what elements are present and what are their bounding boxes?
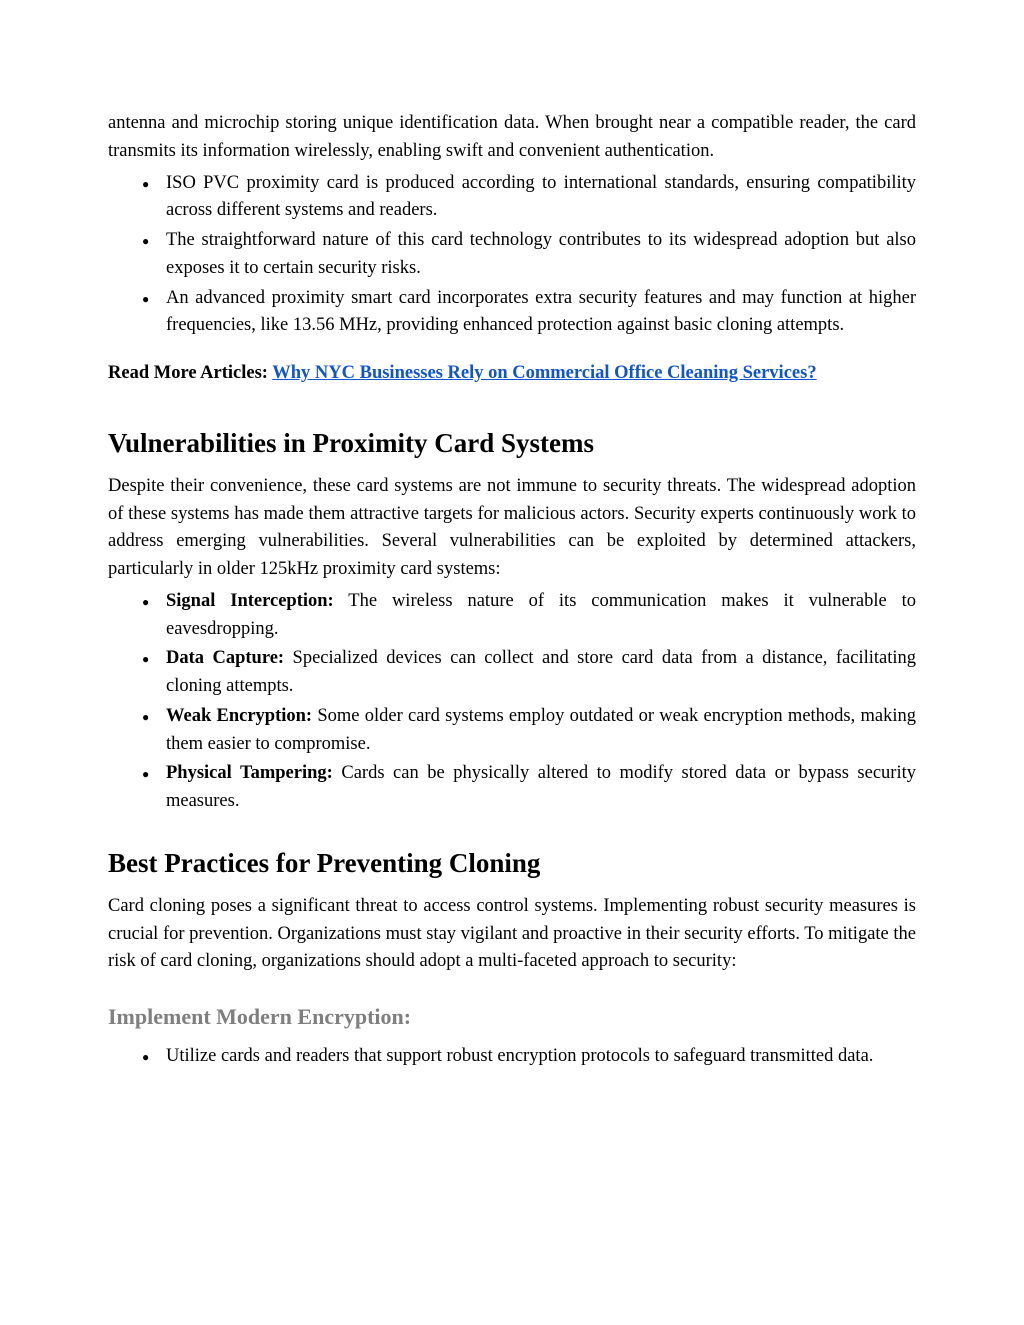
best-practices-paragraph: Card cloning poses a significant threat … (108, 893, 916, 976)
list-item: Physical Tampering: Cards can be physica… (166, 760, 916, 816)
vulnerabilities-paragraph: Despite their convenience, these card sy… (108, 473, 916, 584)
list-item: Weak Encryption: Some older card systems… (166, 703, 916, 759)
list-item: ISO PVC proximity card is produced accor… (166, 170, 916, 226)
intro-bullet-list: ISO PVC proximity card is produced accor… (108, 170, 916, 341)
list-item: The straightforward nature of this card … (166, 227, 916, 283)
vuln-label: Physical Tampering: (166, 763, 333, 783)
list-item: Data Capture: Specialized devices can co… (166, 645, 916, 701)
read-more-link[interactable]: Why NYC Businesses Rely on Commercial Of… (272, 363, 816, 383)
list-item: An advanced proximity smart card incorpo… (166, 285, 916, 341)
vuln-label: Signal Interception: (166, 591, 334, 611)
vuln-label: Weak Encryption: (166, 706, 312, 726)
encryption-subheading: Implement Modern Encryption: (108, 1000, 916, 1033)
read-more-label: Read More Articles: (108, 363, 272, 383)
encryption-bullet-list: Utilize cards and readers that support r… (108, 1043, 916, 1071)
vulnerabilities-heading: Vulnerabilities in Proximity Card System… (108, 426, 916, 461)
list-item: Signal Interception: The wireless nature… (166, 588, 916, 644)
best-practices-heading: Best Practices for Preventing Cloning (108, 846, 916, 881)
vulnerabilities-list: Signal Interception: The wireless nature… (108, 588, 916, 816)
intro-paragraph: antenna and microchip storing unique ide… (108, 110, 916, 166)
read-more-articles: Read More Articles: Why NYC Businesses R… (108, 360, 916, 388)
list-item: Utilize cards and readers that support r… (166, 1043, 916, 1071)
vuln-label: Data Capture: (166, 648, 284, 668)
